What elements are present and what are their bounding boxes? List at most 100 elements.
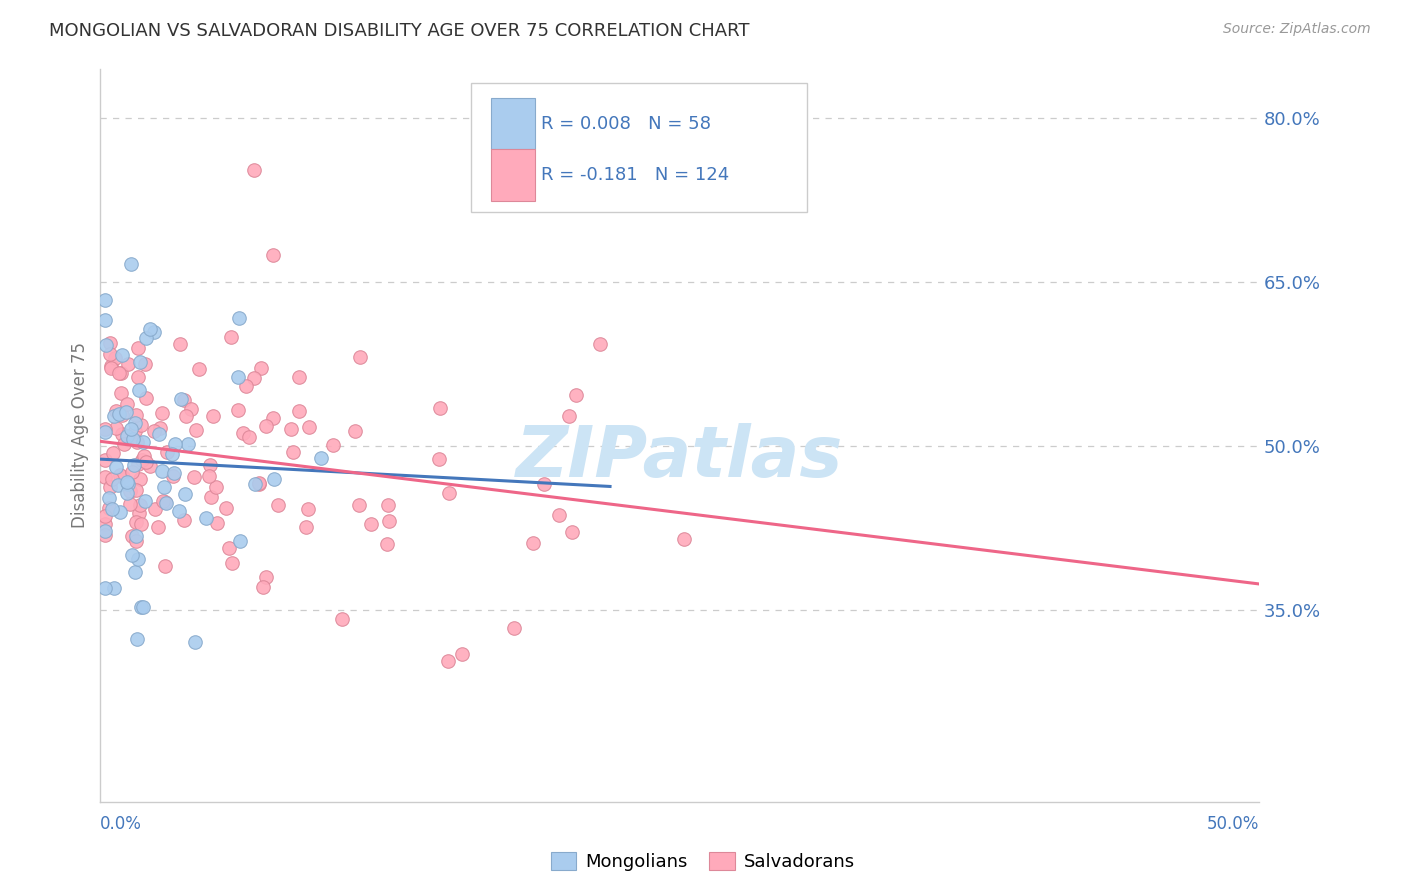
Point bbox=[117, 429, 139, 443]
Point bbox=[207, 516, 229, 530]
Point bbox=[221, 556, 243, 570]
Point bbox=[125, 632, 148, 646]
Point bbox=[101, 502, 124, 516]
Point bbox=[98, 336, 121, 351]
Point bbox=[125, 516, 148, 530]
Point bbox=[129, 516, 152, 531]
Y-axis label: Disability Age Over 75: Disability Age Over 75 bbox=[72, 343, 89, 528]
Point bbox=[98, 480, 121, 494]
Point bbox=[200, 490, 222, 504]
Point bbox=[120, 497, 142, 511]
Point bbox=[121, 548, 143, 562]
Point bbox=[97, 491, 120, 505]
Point bbox=[115, 486, 138, 500]
Point bbox=[378, 514, 401, 528]
Point bbox=[287, 404, 309, 418]
Point bbox=[167, 504, 190, 518]
Point bbox=[330, 612, 353, 626]
Point bbox=[280, 422, 302, 436]
Point bbox=[98, 347, 121, 361]
Point bbox=[104, 351, 127, 365]
Point bbox=[117, 357, 139, 371]
Point bbox=[107, 478, 129, 492]
Point bbox=[138, 458, 160, 473]
Point bbox=[155, 495, 177, 509]
Point bbox=[186, 423, 208, 437]
Point bbox=[128, 383, 150, 397]
Point bbox=[117, 477, 139, 491]
Point bbox=[232, 425, 254, 440]
Point bbox=[105, 403, 128, 417]
Point bbox=[188, 361, 211, 376]
Point bbox=[288, 370, 311, 384]
Point bbox=[132, 599, 155, 614]
Point bbox=[124, 565, 146, 579]
Point bbox=[377, 498, 399, 512]
Point bbox=[132, 450, 155, 464]
Point bbox=[243, 371, 266, 385]
Point bbox=[138, 322, 160, 336]
Point bbox=[103, 581, 125, 595]
Text: R = 0.008   N = 58: R = 0.008 N = 58 bbox=[540, 114, 710, 133]
Point bbox=[174, 409, 197, 423]
Point bbox=[115, 475, 138, 489]
Point bbox=[94, 527, 117, 541]
Point bbox=[120, 257, 142, 271]
Point bbox=[124, 408, 146, 422]
Point bbox=[427, 452, 450, 467]
Point bbox=[152, 494, 174, 508]
Point bbox=[121, 433, 143, 447]
Point bbox=[437, 485, 460, 500]
Point bbox=[111, 348, 134, 362]
Point bbox=[243, 162, 266, 177]
Point bbox=[129, 418, 152, 433]
Point bbox=[160, 447, 183, 461]
Point bbox=[94, 508, 117, 523]
Point bbox=[100, 361, 122, 376]
Point bbox=[245, 476, 267, 491]
Text: ZIPatlas: ZIPatlas bbox=[516, 423, 844, 491]
Point bbox=[127, 434, 149, 449]
Point bbox=[134, 357, 156, 371]
Point bbox=[142, 424, 165, 438]
FancyBboxPatch shape bbox=[491, 149, 534, 201]
Point bbox=[219, 330, 242, 344]
Point bbox=[247, 475, 270, 490]
Point bbox=[564, 388, 586, 402]
Point bbox=[128, 473, 150, 487]
Point bbox=[150, 406, 173, 420]
Point bbox=[100, 359, 122, 373]
Point bbox=[124, 416, 146, 430]
Point bbox=[108, 505, 131, 519]
Point bbox=[94, 517, 117, 532]
Point bbox=[548, 508, 571, 523]
Point bbox=[120, 422, 142, 436]
Point bbox=[94, 524, 117, 539]
Point bbox=[200, 458, 222, 472]
Point bbox=[134, 494, 156, 508]
Point bbox=[295, 520, 318, 534]
Point bbox=[146, 519, 169, 533]
Point bbox=[103, 446, 125, 460]
Point bbox=[131, 453, 153, 467]
Point bbox=[194, 511, 217, 525]
Point bbox=[108, 407, 131, 421]
Point bbox=[94, 425, 117, 439]
Point bbox=[254, 570, 277, 584]
Point bbox=[235, 378, 257, 392]
FancyBboxPatch shape bbox=[471, 83, 807, 211]
Point bbox=[150, 464, 173, 478]
Point bbox=[349, 350, 371, 364]
Point bbox=[558, 409, 581, 424]
Point bbox=[111, 409, 134, 423]
Point bbox=[122, 458, 145, 472]
Point bbox=[155, 496, 177, 510]
Point bbox=[114, 405, 136, 419]
Point bbox=[252, 580, 274, 594]
Point bbox=[121, 529, 143, 543]
Point bbox=[533, 476, 555, 491]
Point bbox=[228, 311, 250, 326]
Point bbox=[360, 516, 382, 531]
Point bbox=[94, 470, 117, 484]
Point bbox=[298, 419, 321, 434]
